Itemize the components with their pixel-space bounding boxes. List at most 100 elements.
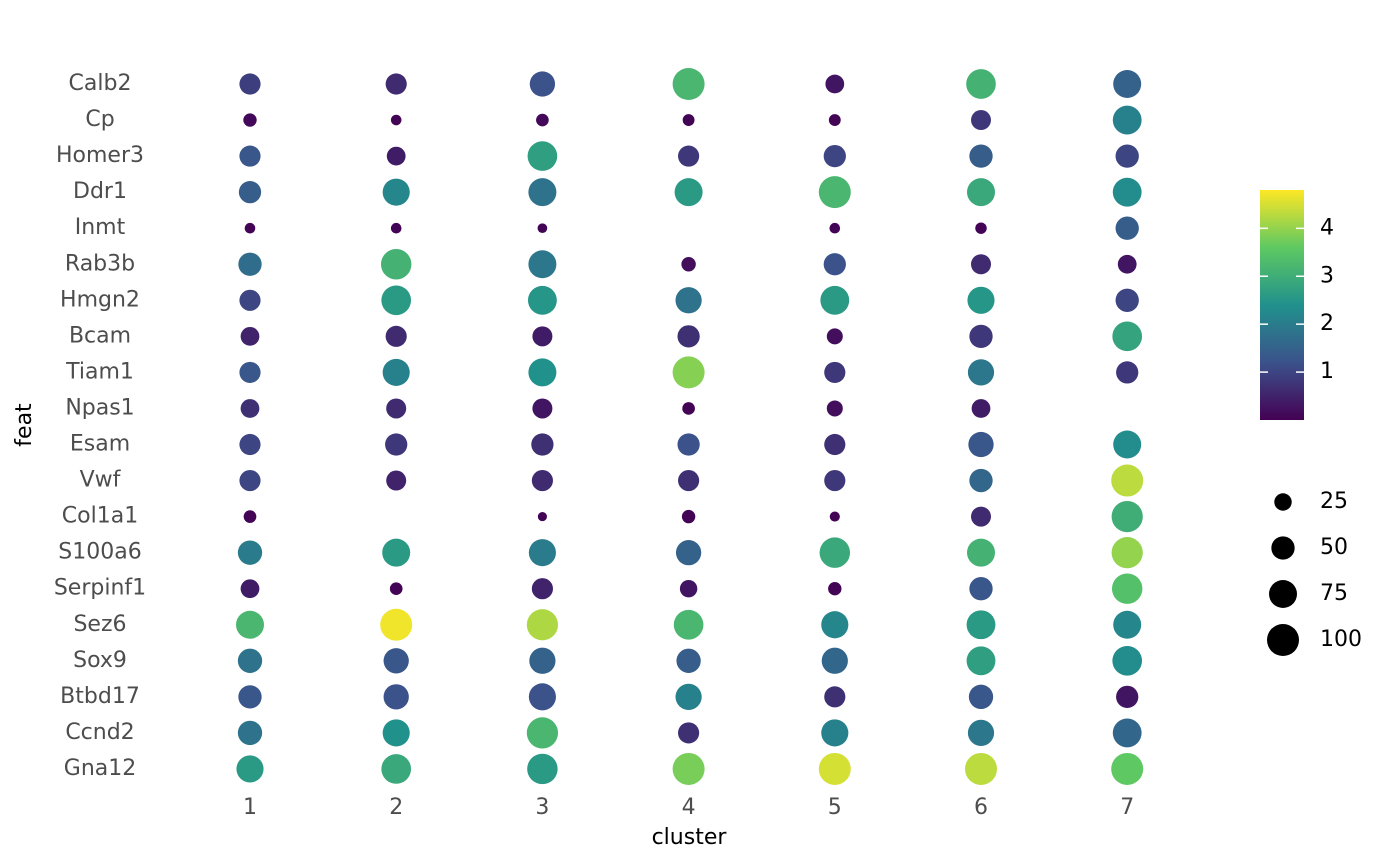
dot: [529, 71, 556, 97]
dot: [681, 509, 696, 524]
y-tick-label: Vwf: [80, 468, 122, 493]
y-tick-label: Ddr1: [73, 179, 127, 204]
dot: [237, 720, 263, 746]
x-tick-label: 6: [974, 795, 988, 820]
dot: [238, 252, 262, 276]
dot: [239, 289, 261, 311]
dot: [243, 510, 257, 523]
dot: [386, 146, 406, 166]
colorbar-label: 4: [1320, 215, 1334, 240]
dot: [239, 469, 261, 492]
dot: [1112, 718, 1142, 748]
dot: [682, 402, 695, 415]
size-legend-dot: [1274, 493, 1292, 511]
size-legend-dot: [1271, 536, 1295, 560]
dot: [382, 178, 410, 206]
dot: [818, 752, 851, 785]
dot: [672, 356, 705, 389]
dot: [531, 578, 553, 600]
dot: [528, 178, 557, 207]
dot: [967, 719, 995, 747]
dot: [677, 325, 700, 348]
dot: [823, 253, 846, 276]
dot: [675, 540, 702, 566]
dot: [239, 361, 261, 383]
dot: [675, 683, 702, 710]
x-tick-label: 1: [243, 795, 257, 820]
size-legend-label: 25: [1320, 489, 1348, 514]
dot: [536, 113, 549, 127]
dot: [537, 512, 547, 522]
dot: [674, 178, 703, 207]
dot: [823, 144, 846, 168]
dot: [381, 285, 412, 316]
dot: [966, 69, 996, 99]
dot: [532, 326, 553, 347]
dot: [1116, 685, 1139, 708]
dot: [819, 537, 851, 568]
dot: [1117, 254, 1137, 274]
dot: [673, 609, 704, 640]
dot: [526, 609, 559, 641]
dot: [821, 647, 848, 674]
dot: [382, 719, 410, 747]
dot: [967, 359, 995, 386]
dot: [969, 324, 993, 349]
y-tick-label: Col1a1: [62, 504, 138, 529]
dot: [826, 400, 843, 417]
dot: [967, 538, 995, 567]
dot: [240, 399, 260, 418]
dot: [1113, 610, 1142, 639]
dot: [824, 433, 846, 456]
dot: [971, 110, 991, 131]
dot: [1112, 177, 1142, 207]
dot: [382, 358, 410, 386]
dot: [678, 145, 700, 167]
dot: [968, 431, 994, 458]
dot: [1112, 321, 1143, 352]
dot: [1111, 500, 1143, 533]
dot: [1111, 464, 1144, 497]
dot: [824, 361, 846, 383]
size-legend-label: 75: [1320, 581, 1348, 606]
dot: [390, 114, 402, 126]
dot: [676, 648, 701, 673]
dot: [383, 648, 409, 674]
colorbar: [1260, 190, 1304, 420]
dot: [237, 540, 263, 565]
dot: [965, 752, 997, 785]
colorbar-label: 3: [1320, 263, 1334, 288]
colorbar-label: 1: [1320, 359, 1334, 384]
dot: [824, 469, 846, 492]
dot: [971, 254, 991, 275]
dot: [531, 433, 554, 456]
y-tick-label: Ccnd2: [65, 720, 134, 745]
y-tick-label: Cp: [85, 107, 114, 132]
dot: [1115, 216, 1139, 240]
dot: [1111, 573, 1143, 604]
dot: [678, 469, 700, 492]
dot: [1113, 430, 1142, 459]
y-axis-label: feat: [12, 403, 37, 447]
dot: [672, 752, 705, 785]
dot: [1111, 537, 1143, 569]
dot: [971, 399, 991, 418]
y-tick-label: Rab3b: [65, 251, 135, 276]
dot: [528, 683, 556, 711]
dot: [672, 68, 705, 100]
x-tick-label: 7: [1120, 795, 1134, 820]
dot: [1116, 361, 1139, 384]
y-tick-label: Tiam1: [65, 359, 134, 384]
y-tick-label: Btbd17: [60, 684, 140, 709]
dot: [531, 469, 553, 492]
dot: [679, 579, 698, 598]
dot: [528, 539, 556, 567]
dot: [821, 719, 849, 747]
dot: [527, 141, 558, 171]
dot: [382, 538, 411, 567]
x-tick-label: 5: [828, 795, 842, 820]
dot: [969, 144, 993, 168]
dot: [969, 468, 993, 493]
y-tick-label: Esam: [70, 432, 130, 457]
dot: [243, 113, 257, 127]
